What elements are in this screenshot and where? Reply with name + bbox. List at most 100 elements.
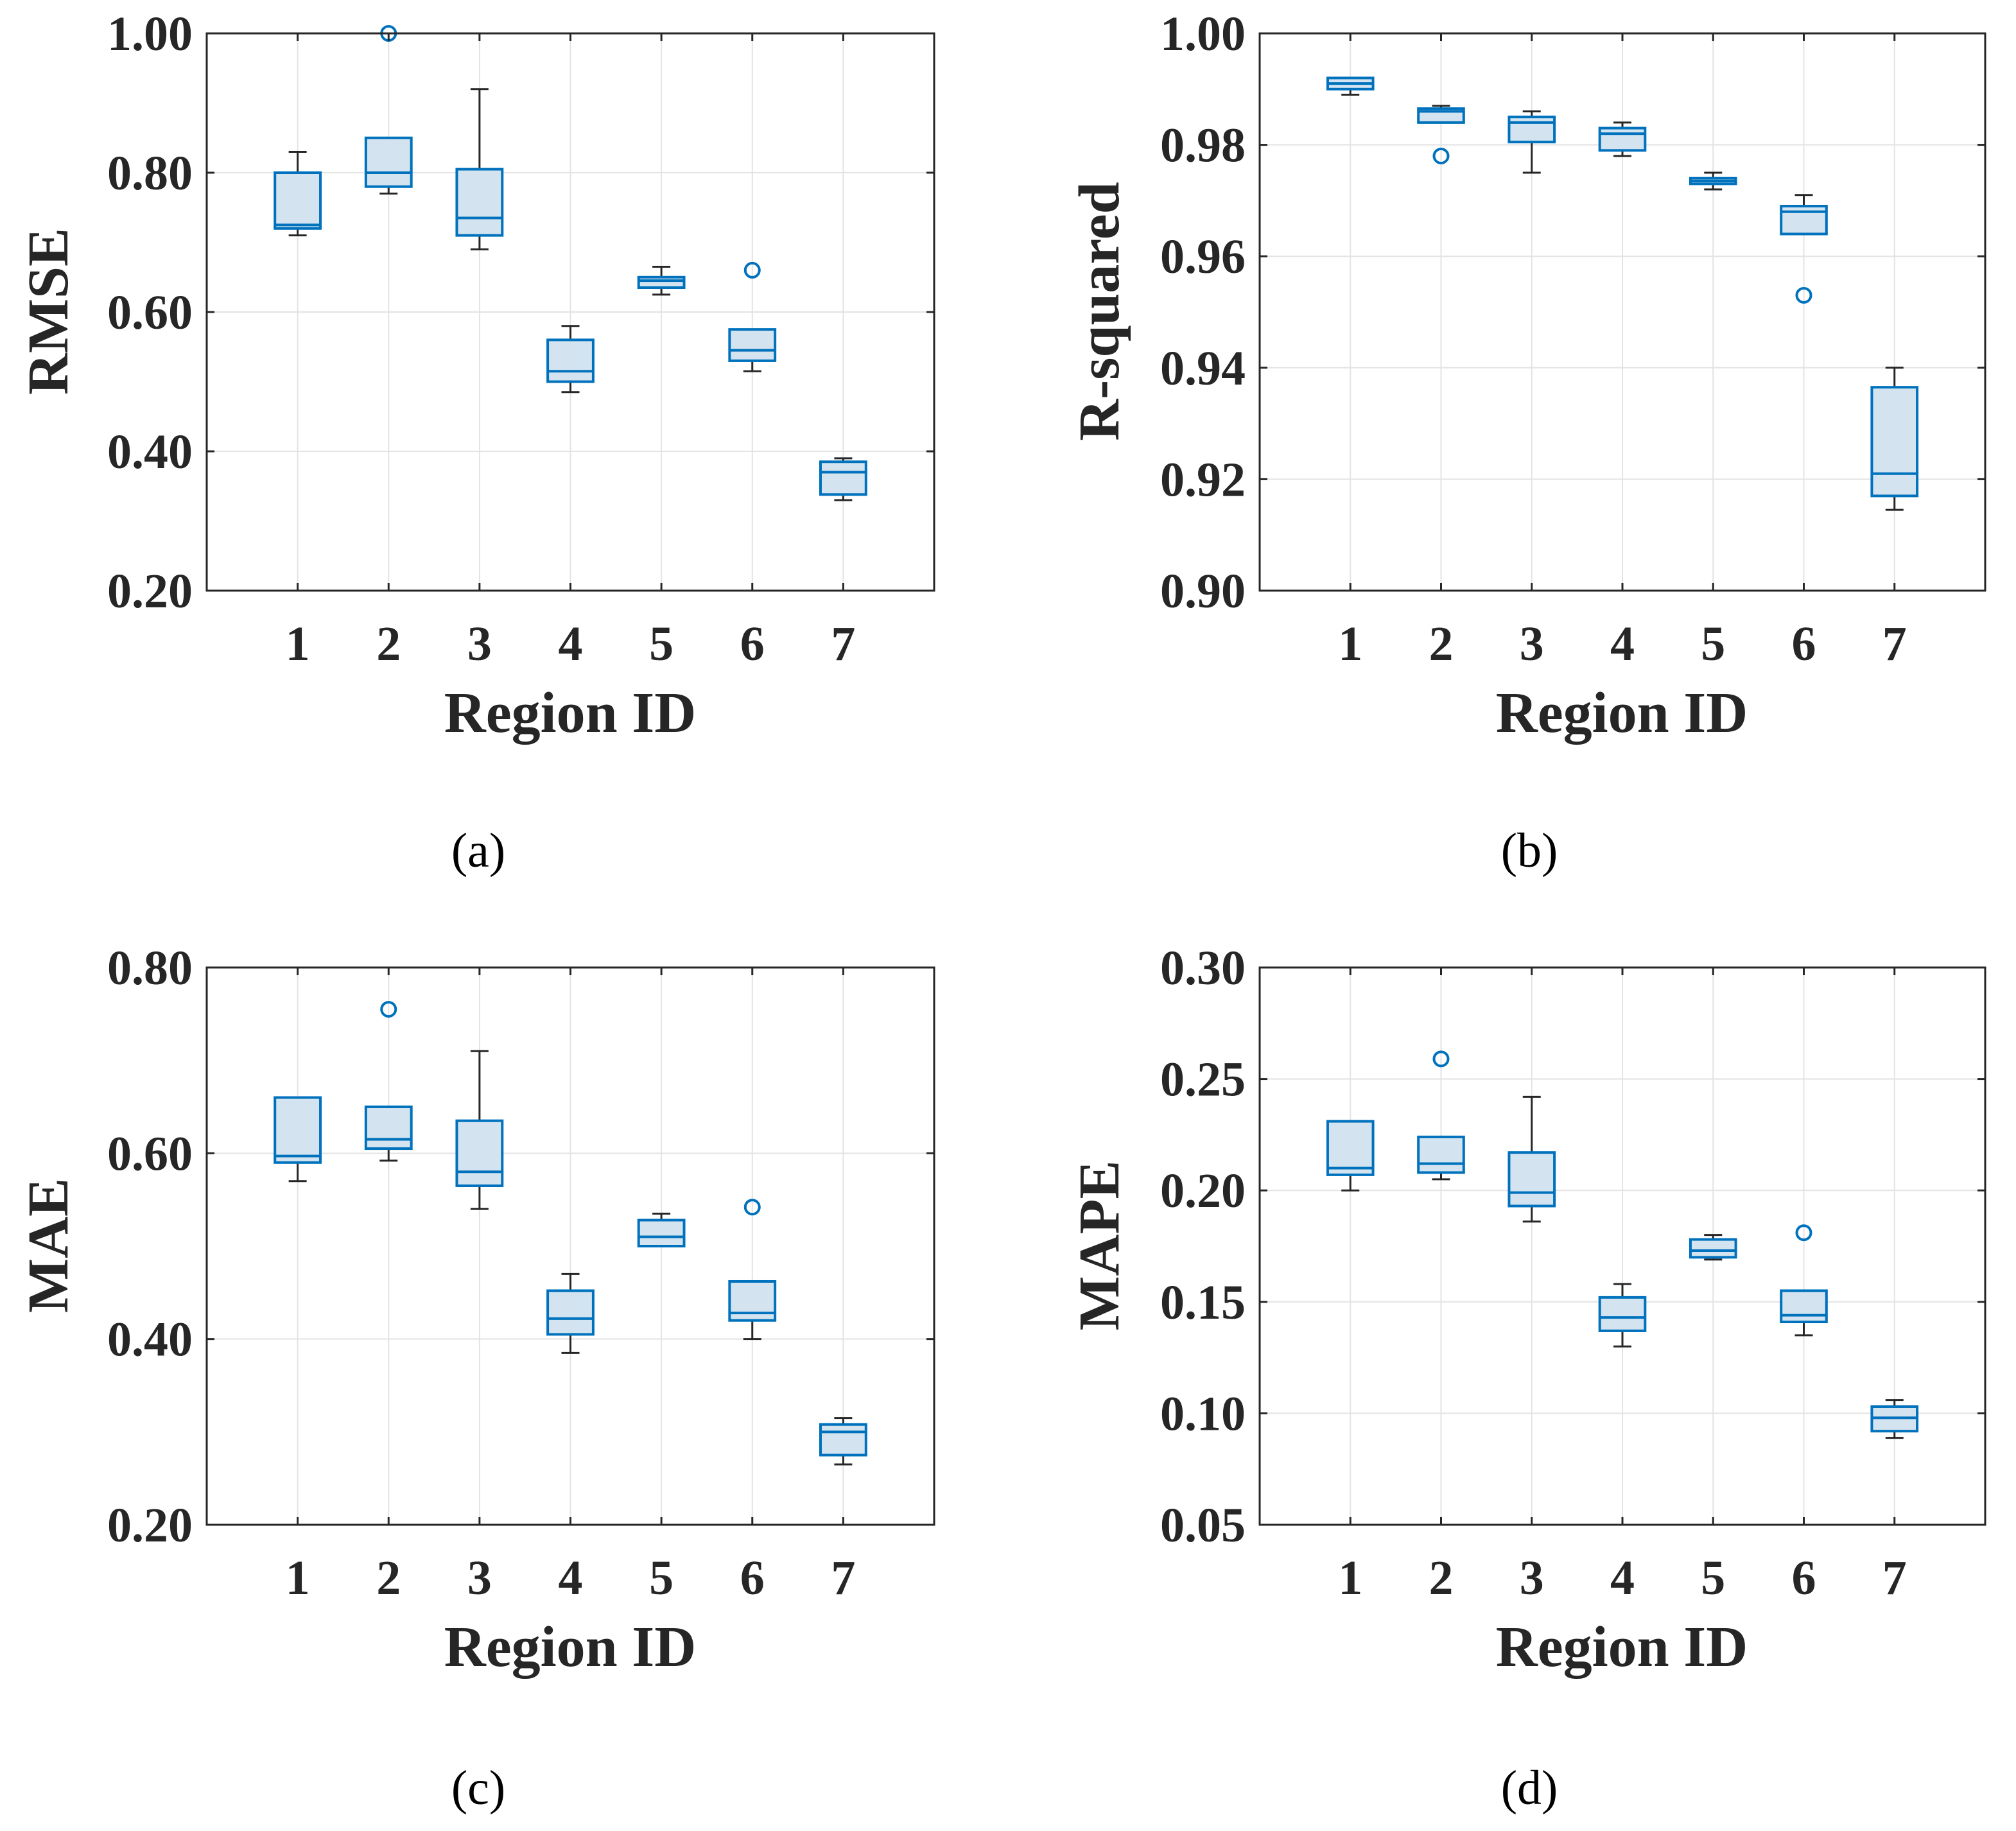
x-tick-label: 6 [1792,1551,1816,1605]
outlier-point [1795,1224,1812,1242]
box-3 [455,1050,504,1210]
box-iqr [1780,1289,1828,1324]
panel-b: 0.90 0.92 0.94 0.96 0.98 1.00 1 2 3 4 5 6 7 Region I… [1068,7,1986,878]
x-tick-label: 2 [376,1551,401,1605]
y-tick-label: 0.60 [107,1127,193,1181]
box-iqr [637,1219,686,1247]
x-tick-label: 5 [1701,617,1725,671]
y-tick-label: 0.92 [1160,453,1246,507]
box-1 [1326,76,1375,96]
box-iqr [1508,116,1556,144]
x-tick-label: 6 [740,617,765,671]
box-iqr [819,460,867,496]
box-iqr [455,1119,504,1187]
box-4 [1598,121,1647,157]
y-tick-label: 0.20 [1160,1164,1246,1218]
x-tick-label: 1 [286,1551,310,1605]
x-tick-label: 3 [1520,617,1544,671]
x-tick-label: 5 [649,617,673,671]
box-2 [1417,1050,1465,1181]
x-tick-label: 4 [1610,617,1635,671]
x-tick-label: 7 [1882,617,1907,671]
box-7 [1870,1399,1919,1439]
box-6 [728,1199,777,1341]
box-iqr [1508,1151,1556,1208]
box-iqr [455,168,504,237]
x-tick-label: 1 [1338,1551,1362,1605]
y-tick-label: 0.05 [1160,1498,1246,1552]
box-5 [637,265,686,296]
box-iqr [1598,126,1647,152]
panel-caption: (a) [451,824,505,878]
x-tick-label: 7 [1882,1551,1907,1605]
x-tick-label: 6 [1792,617,1816,671]
y-tick-label: 0.60 [107,286,193,340]
box-iqr [274,1096,322,1164]
x-tick-label: 2 [1429,617,1454,671]
box-iqr [1870,386,1919,498]
x-tick-label: 1 [1338,617,1362,671]
panel-caption: (b) [1501,824,1558,878]
box-1 [274,1096,322,1183]
box-4 [1598,1283,1647,1348]
box-2 [364,1001,413,1162]
y-axis-label: MAE [17,1178,80,1313]
panel-d: 0.05 0.10 0.15 0.20 0.25 0.30 1 2 3 4 5 6 7 Region I… [1068,941,1986,1815]
box-iqr [546,338,595,383]
box-iqr [1417,1135,1465,1174]
panel-c: 0.20 0.40 0.60 0.80 1 2 3 4 5 6 7 Region ID MAE (c… [17,941,935,1815]
x-tick-label: 5 [649,1551,673,1605]
x-axis-label: Region ID [1496,1615,1748,1679]
y-tick-label: 0.90 [1160,564,1246,618]
y-tick-label: 0.10 [1160,1387,1246,1441]
y-tick-label: 0.30 [1160,941,1246,995]
y-tick-label: 0.20 [107,564,193,618]
x-tick-label: 4 [1610,1551,1635,1605]
x-tick-label: 7 [831,1551,855,1605]
x-tick-label: 7 [831,617,855,671]
box-1 [274,150,322,237]
y-tick-label: 0.96 [1160,230,1246,284]
y-axis-label: MAPE [1068,1161,1131,1331]
box-3 [1508,1095,1556,1223]
x-tick-label: 3 [467,1551,492,1605]
panel-a: 0.20 0.40 0.60 0.80 1.00 1 2 3 4 5 6 7 Region ID RM… [17,7,935,878]
box-iqr [1689,1238,1737,1259]
box-4 [546,1272,595,1354]
box-iqr [546,1289,595,1336]
box-7 [819,457,867,501]
box-5 [1689,1234,1737,1261]
outlier-point [743,261,761,279]
x-tick-label: 6 [740,1551,765,1605]
box-iqr [1326,1120,1375,1176]
x-axis-label: Region ID [444,681,697,745]
x-tick-label: 4 [559,1551,583,1605]
box-5 [1689,171,1737,191]
box-iqr [819,1423,867,1457]
box-7 [819,1417,867,1466]
x-axis-label: Region ID [1496,681,1748,745]
outlier-point [1432,147,1450,164]
y-tick-label: 0.80 [107,146,193,200]
box-2 [1417,105,1465,164]
y-tick-label: 1.00 [107,7,193,61]
y-axis-label: RMSE [17,228,80,395]
x-tick-label: 5 [1701,1551,1725,1605]
y-tick-label: 0.40 [107,1313,193,1367]
x-tick-label: 2 [376,617,401,671]
box-iqr [637,275,686,290]
box-4 [546,325,595,394]
box-6 [728,261,777,372]
x-tick-label: 3 [1520,1551,1544,1605]
box-6 [1780,194,1828,304]
panel-caption: (d) [1501,1761,1558,1815]
y-tick-label: 0.80 [107,941,193,995]
y-tick-label: 0.25 [1160,1053,1246,1107]
box-iqr [728,328,777,362]
box-3 [1508,110,1556,174]
x-tick-label: 2 [1429,1551,1454,1605]
box-7 [1870,367,1919,511]
x-axis-label: Region ID [444,1615,697,1679]
box-3 [455,88,504,250]
